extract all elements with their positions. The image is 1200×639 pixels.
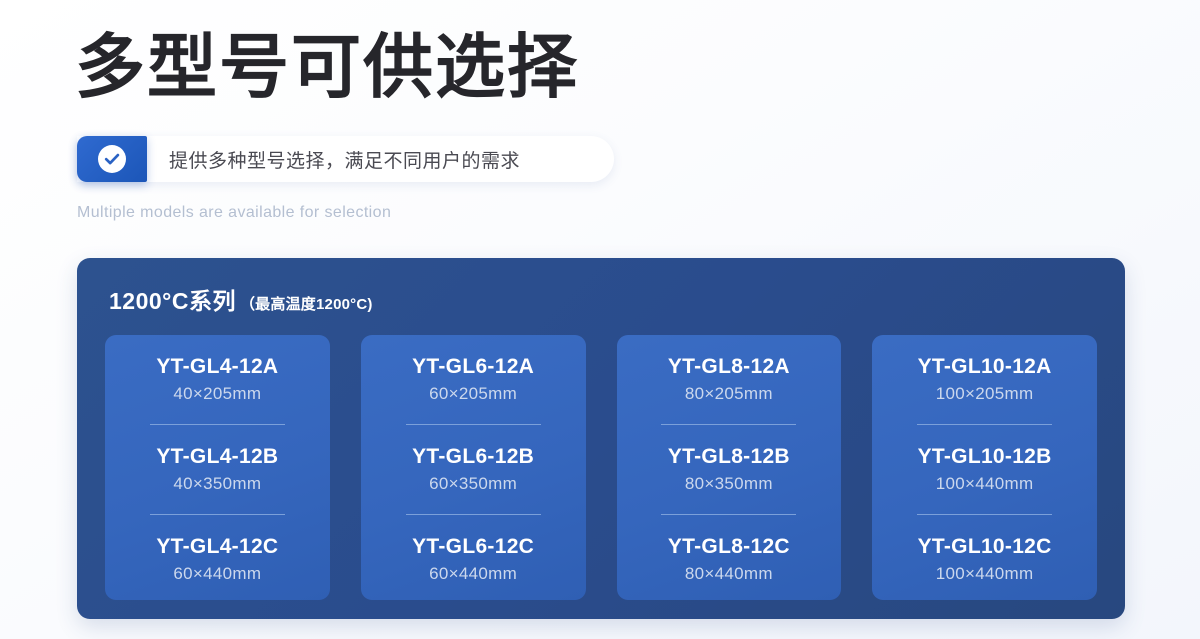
series-panel: 1200°C系列 （最高温度1200°C) YT-GL4-12A 40×205m… [77,258,1125,619]
model-size: 80×205mm [684,384,773,404]
model-entry: YT-GL6-12B 60×350mm [377,445,570,494]
model-card[interactable]: YT-GL6-12A 60×205mm YT-GL6-12B 60×350mm … [360,335,586,600]
panel-header: 1200°C系列 （最高温度1200°C) [105,282,1097,316]
model-entry: YT-GL8-12B 80×350mm [633,445,826,494]
model-entry: YT-GL4-12A 40×205mm [121,355,314,404]
model-name: YT-GL8-12C [667,534,790,558]
model-size: 60×440mm [429,563,518,583]
model-size: 60×205mm [429,384,518,404]
model-name: YT-GL8-12A [667,355,790,378]
card-divider [405,513,541,515]
card-divider [917,424,1053,426]
model-entry: YT-GL10-12A 100×205mm [888,355,1081,404]
model-card[interactable]: YT-GL8-12A 80×205mm YT-GL8-12B 80×350mm … [616,335,842,600]
panel-header-sub: （最高温度1200°C) [239,296,373,313]
model-card[interactable]: YT-GL4-12A 40×205mm YT-GL4-12B 40×350mm … [105,335,330,600]
page-title: 多型号可供选择 [75,30,579,107]
model-entry: YT-GL10-12B 100×440mm [888,445,1081,494]
model-card[interactable]: YT-GL10-12A 100×205mm YT-GL10-12B 100×44… [872,335,1097,600]
header-block: 多型号可供选择 提供多种型号选择，满足不同用户的需求 Multiple mode… [75,28,1125,222]
card-divider [661,424,797,426]
model-name: YT-GL10-12A [917,355,1052,378]
badge-icon-box [77,136,147,182]
highlight-badge: 提供多种型号选择，满足不同用户的需求 [77,136,614,182]
model-size: 80×350mm [684,474,773,494]
model-entry: YT-GL8-12A 80×205mm [633,355,826,404]
card-divider [661,513,797,515]
card-divider [149,513,285,515]
model-card-grid: YT-GL4-12A 40×205mm YT-GL4-12B 40×350mm … [105,335,1097,600]
model-size: 60×350mm [429,474,518,494]
model-entry: YT-GL8-12C 80×440mm [633,535,826,584]
model-entry: YT-GL6-12C 60×440mm [377,535,570,584]
subtitle-english: Multiple models are available for select… [77,204,392,221]
model-name: YT-GL6-12C [412,534,535,558]
model-size: 60×440mm [173,563,262,583]
card-divider [149,424,285,426]
model-entry: YT-GL6-12A 60×205mm [377,355,570,404]
card-divider [405,424,541,426]
check-circle-icon [98,145,126,173]
model-entry: YT-GL4-12B 40×350mm [121,445,314,494]
model-name: YT-GL4-12A [156,355,279,378]
model-entry: YT-GL10-12C 100×440mm [888,535,1081,584]
model-name: YT-GL8-12B [667,444,790,468]
model-name: YT-GL10-12C [917,534,1052,558]
model-size: 40×350mm [173,474,262,494]
model-size: 100×440mm [935,474,1034,494]
model-size: 40×205mm [173,384,262,404]
model-name: YT-GL6-12A [412,355,535,378]
model-entry: YT-GL4-12C 60×440mm [121,535,314,584]
model-name: YT-GL4-12C [156,534,279,558]
panel-header-main: 1200°C系列 [109,288,236,314]
model-size: 100×205mm [935,384,1034,404]
card-divider [917,513,1053,515]
model-name: YT-GL10-12B [917,444,1052,468]
badge-text: 提供多种型号选择，满足不同用户的需求 [169,150,521,172]
model-name: YT-GL6-12B [412,444,535,468]
model-name: YT-GL4-12B [156,444,279,468]
model-size: 100×440mm [935,563,1034,583]
model-size: 80×440mm [684,563,773,583]
